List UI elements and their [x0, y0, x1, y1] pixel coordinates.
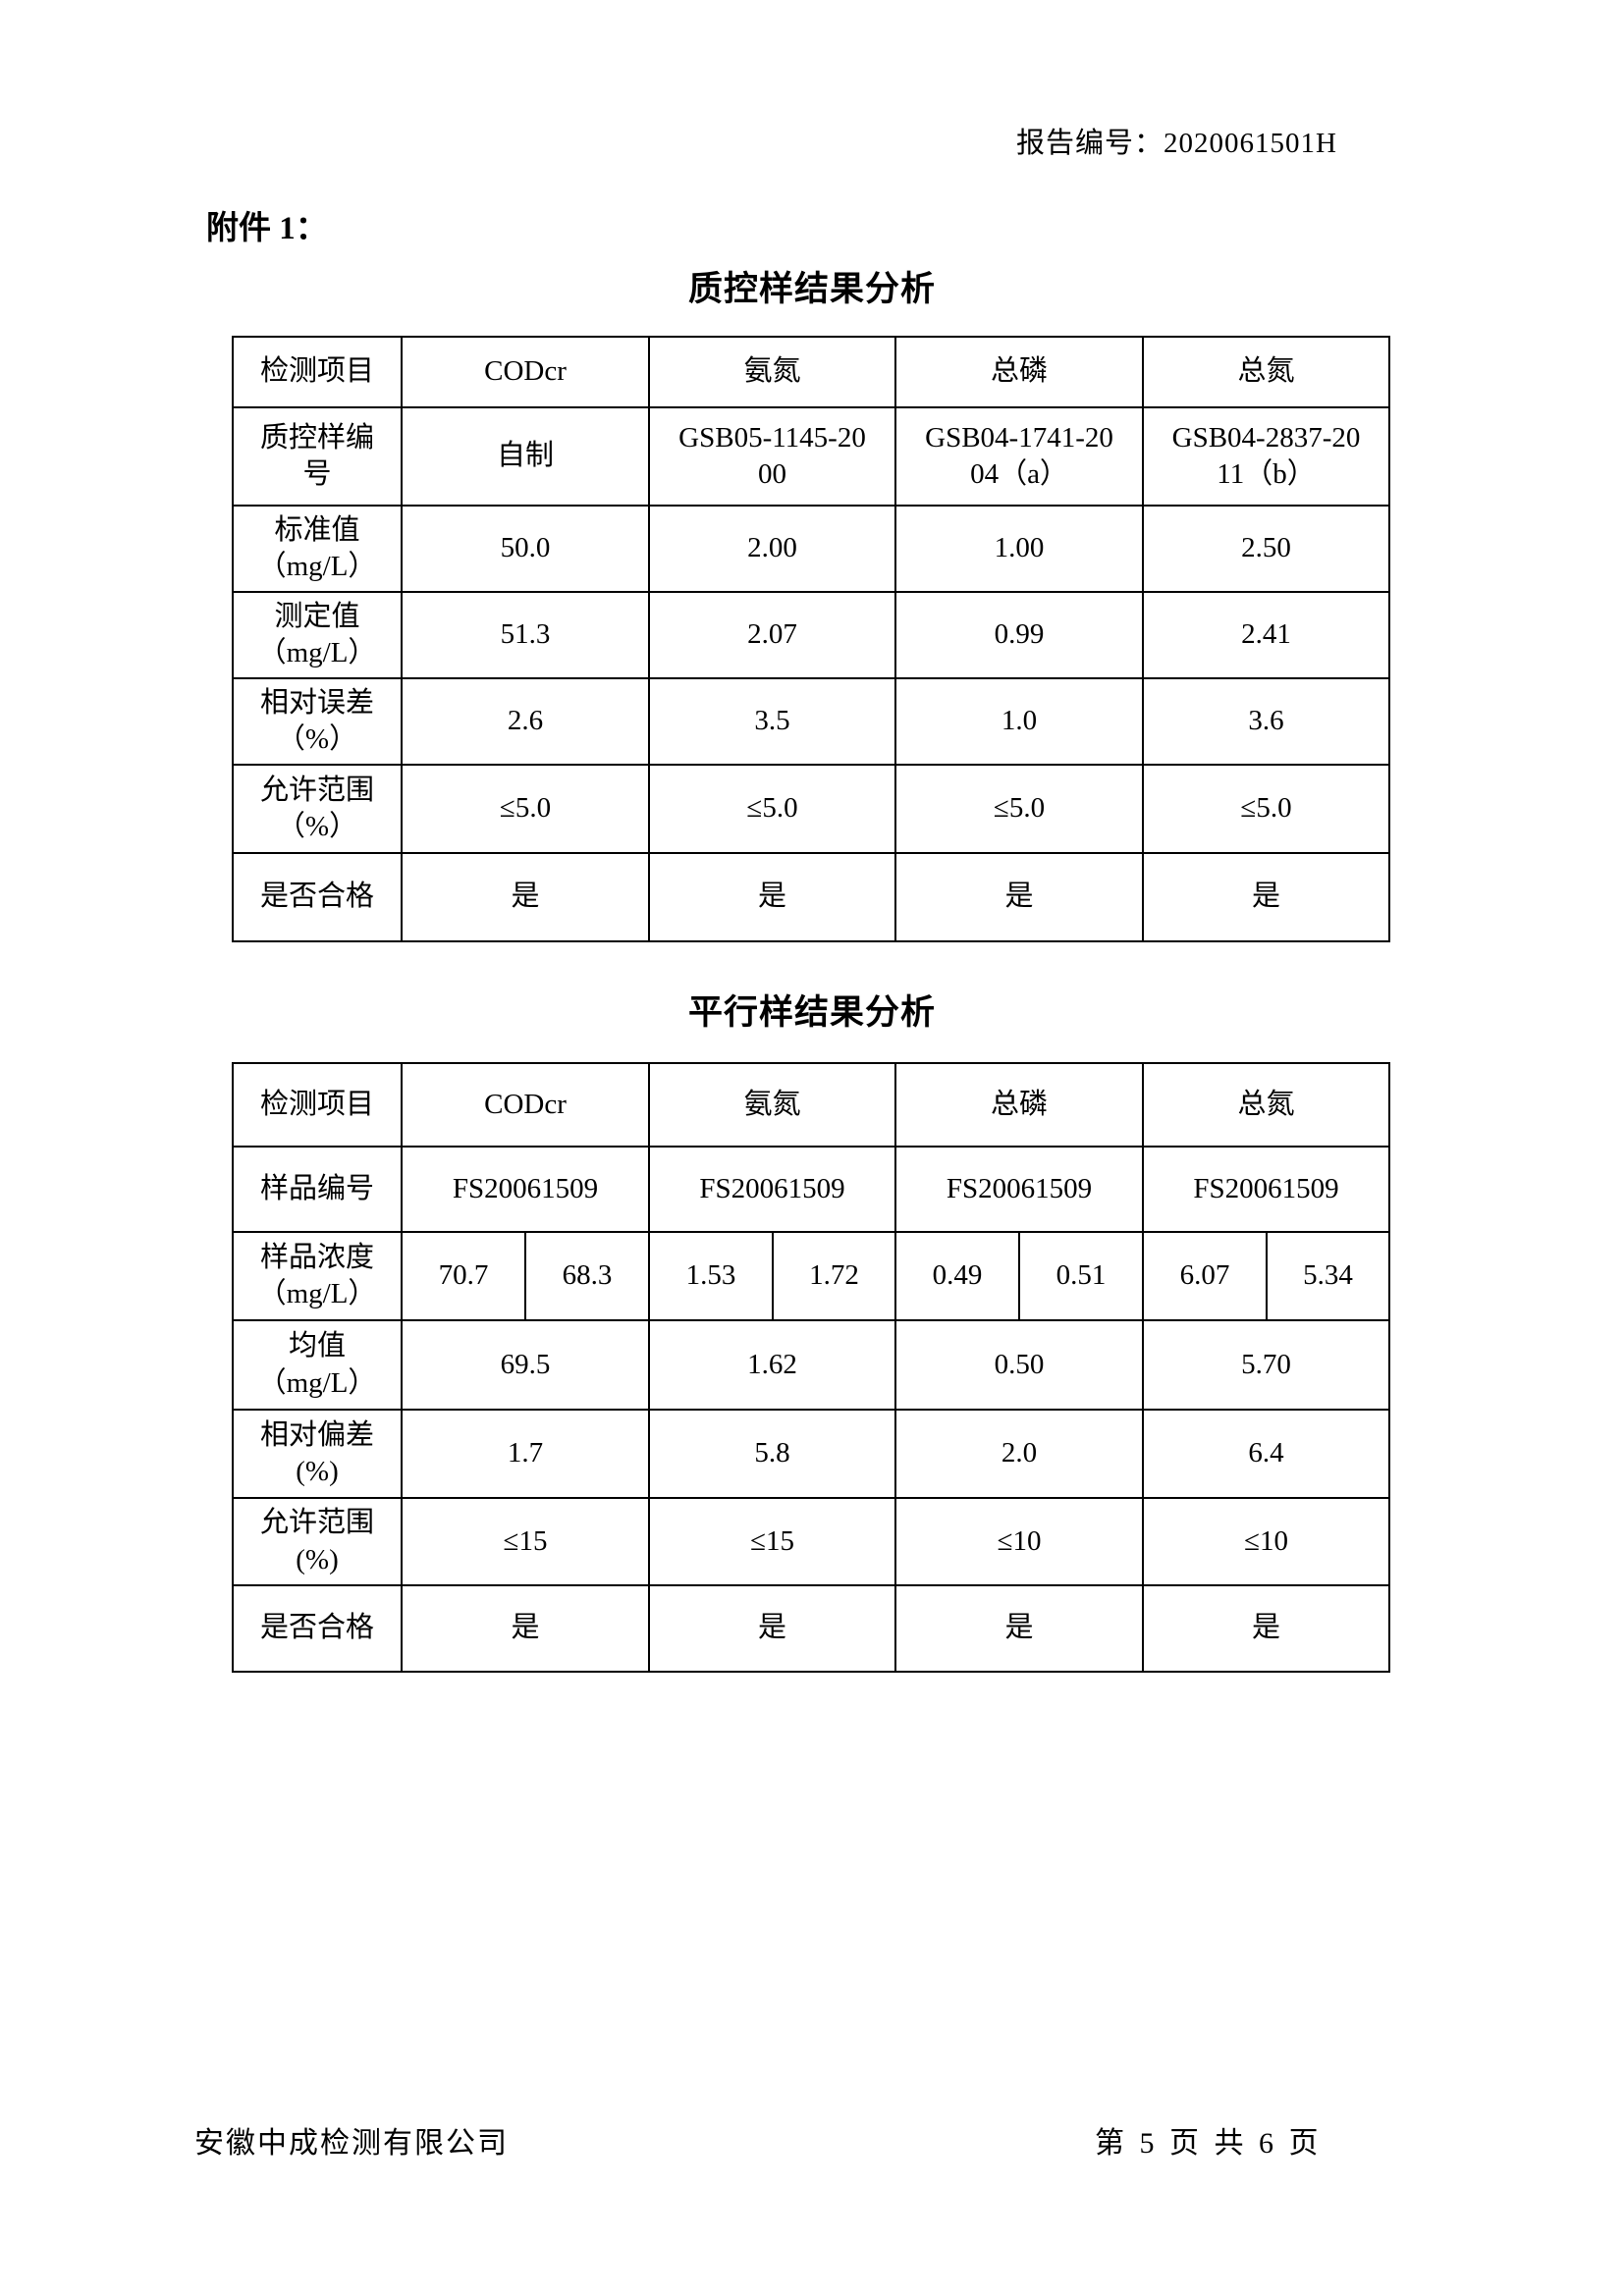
- parallel-row-pass: 是否合格 是 是 是 是: [232, 1584, 1391, 1673]
- attachment-label: 附件 1：: [206, 211, 328, 246]
- value-cell: 1.00: [894, 505, 1144, 593]
- value-cell: ≤10: [894, 1497, 1145, 1586]
- value-cell: FS20061509: [894, 1146, 1145, 1233]
- parallel-row-allowed-range: 允许范围 (%) ≤15 ≤15 ≤10 ≤10: [232, 1497, 1391, 1586]
- parallel-table: 检测项目 CODcr 氨氮 总磷 总氮 样品编号 FS20061509 FS20…: [232, 1062, 1391, 1673]
- value-cell: 0.50: [894, 1319, 1145, 1411]
- value-cell: ≤10: [1142, 1497, 1391, 1586]
- parallel-row-relative-deviation: 相对偏差 (%) 1.7 5.8 2.0 6.4: [232, 1409, 1391, 1499]
- parallel-header-cell: CODcr: [400, 1062, 651, 1148]
- row-label-cell: 标准值 （mg/L）: [232, 505, 403, 593]
- value-cell: 68.3: [523, 1231, 651, 1321]
- value-cell: 69.5: [400, 1319, 651, 1411]
- value-cell: 2.00: [648, 505, 896, 593]
- qc-header-row: 检测项目 CODcr 氨氮 总磷 总氮: [232, 336, 1390, 408]
- value-cell: 1.7: [400, 1409, 651, 1499]
- parallel-header-cell: 总氮: [1142, 1062, 1391, 1148]
- parallel-header-cell: 检测项目: [232, 1062, 403, 1148]
- value-cell: FS20061509: [648, 1146, 897, 1233]
- qc-table-title: 质控样结果分析: [687, 270, 936, 308]
- parallel-row-mean: 均值 （mg/L） 69.5 1.62 0.50 5.70: [232, 1319, 1391, 1411]
- value-cell: 2.6: [401, 677, 650, 766]
- value-cell: 自制: [401, 406, 650, 507]
- value-cell: GSB04-1741-2004（a）: [894, 406, 1144, 507]
- value-cell: GSB05-1145-2000: [648, 406, 896, 507]
- value-cell: ≤15: [400, 1497, 651, 1586]
- parallel-header-cell: 总磷: [894, 1062, 1145, 1148]
- value-cell: ≤5.0: [401, 764, 650, 854]
- value-cell: 2.0: [894, 1409, 1145, 1499]
- row-label-cell: 测定值 （mg/L）: [232, 591, 403, 679]
- qc-header-cell: CODcr: [401, 336, 650, 408]
- value-cell: 2.41: [1142, 591, 1390, 679]
- qc-row-allowed-range: 允许范围 （%） ≤5.0 ≤5.0 ≤5.0 ≤5.0: [232, 764, 1390, 854]
- qc-header-cell: 氨氮: [648, 336, 896, 408]
- value-cell: 0.51: [1018, 1231, 1145, 1321]
- value-cell: 是: [401, 852, 650, 942]
- qc-header-cell: 总磷: [894, 336, 1144, 408]
- qc-header-cell: 检测项目: [232, 336, 403, 408]
- row-label-cell: 质控样编号: [232, 406, 403, 507]
- parallel-header-row: 检测项目 CODcr 氨氮 总磷 总氮: [232, 1062, 1391, 1148]
- value-cell: 0.99: [894, 591, 1144, 679]
- value-cell: 6.4: [1142, 1409, 1391, 1499]
- row-label-cell: 允许范围 （%）: [232, 764, 403, 854]
- parallel-row-sample-id: 样品编号 FS20061509 FS20061509 FS20061509 FS…: [232, 1146, 1391, 1233]
- parallel-table-title: 平行样结果分析: [687, 993, 936, 1032]
- footer-page-number: 第 5 页 共 6 页: [1095, 2127, 1323, 2160]
- row-label-cell: 样品浓度 （mg/L）: [232, 1231, 403, 1321]
- row-label-cell: 相对偏差 (%): [232, 1409, 403, 1499]
- row-label-cell: 是否合格: [232, 1584, 403, 1673]
- value-cell: 50.0: [401, 505, 650, 593]
- value-cell: 是: [894, 852, 1144, 942]
- value-cell: 51.3: [401, 591, 650, 679]
- value-cell: ≤5.0: [648, 764, 896, 854]
- value-cell: 是: [1142, 1584, 1391, 1673]
- qc-row-sample-id: 质控样编号 自制 GSB05-1145-2000 GSB04-1741-2004…: [232, 406, 1390, 507]
- value-cell: 5.8: [648, 1409, 897, 1499]
- value-cell: 5.34: [1266, 1231, 1391, 1321]
- value-cell: ≤5.0: [1142, 764, 1390, 854]
- value-cell: 5.70: [1142, 1319, 1391, 1411]
- row-label-cell: 允许范围 (%): [232, 1497, 403, 1586]
- value-cell: 2.50: [1142, 505, 1390, 593]
- row-label-cell: 样品编号: [232, 1146, 403, 1233]
- parallel-header-cell: 氨氮: [648, 1062, 897, 1148]
- value-cell: 是: [1142, 852, 1390, 942]
- row-label-cell: 均值 （mg/L）: [232, 1319, 403, 1411]
- value-cell: GSB04-2837-2011（b）: [1142, 406, 1390, 507]
- value-cell: 0.49: [894, 1231, 1021, 1321]
- value-cell: 1.0: [894, 677, 1144, 766]
- value-cell: ≤15: [648, 1497, 897, 1586]
- value-cell: FS20061509: [400, 1146, 651, 1233]
- value-cell: 70.7: [401, 1231, 526, 1321]
- value-cell: 是: [648, 1584, 897, 1673]
- row-label-cell: 相对误差 （%）: [232, 677, 403, 766]
- value-cell: 是: [894, 1584, 1145, 1673]
- value-cell: 2.07: [648, 591, 896, 679]
- value-cell: 3.6: [1142, 677, 1390, 766]
- qc-row-pass: 是否合格 是 是 是 是: [232, 852, 1390, 942]
- qc-row-standard-value: 标准值 （mg/L） 50.0 2.00 1.00 2.50: [232, 505, 1390, 593]
- value-cell: 1.72: [772, 1231, 897, 1321]
- value-cell: 3.5: [648, 677, 896, 766]
- report-number: 报告编号：2020061501H: [1016, 128, 1337, 159]
- qc-row-measured-value: 测定值 （mg/L） 51.3 2.07 0.99 2.41: [232, 591, 1390, 679]
- value-cell: 6.07: [1142, 1231, 1269, 1321]
- qc-table: 检测项目 CODcr 氨氮 总磷 总氮 质控样编号 自制 GSB05-1145-…: [232, 336, 1390, 942]
- qc-header-cell: 总氮: [1142, 336, 1390, 408]
- value-cell: 1.62: [648, 1319, 897, 1411]
- row-label-cell: 是否合格: [232, 852, 403, 942]
- value-cell: 是: [648, 852, 896, 942]
- qc-row-relative-error: 相对误差 （%） 2.6 3.5 1.0 3.6: [232, 677, 1390, 766]
- value-cell: 1.53: [648, 1231, 775, 1321]
- footer-company: 安徽中成检测有限公司: [194, 2127, 509, 2160]
- value-cell: FS20061509: [1142, 1146, 1391, 1233]
- value-cell: ≤5.0: [894, 764, 1144, 854]
- value-cell: 是: [400, 1584, 651, 1673]
- parallel-row-concentration: 样品浓度 （mg/L） 70.7 68.3 1.53 1.72 0.49 0.51…: [232, 1231, 1391, 1321]
